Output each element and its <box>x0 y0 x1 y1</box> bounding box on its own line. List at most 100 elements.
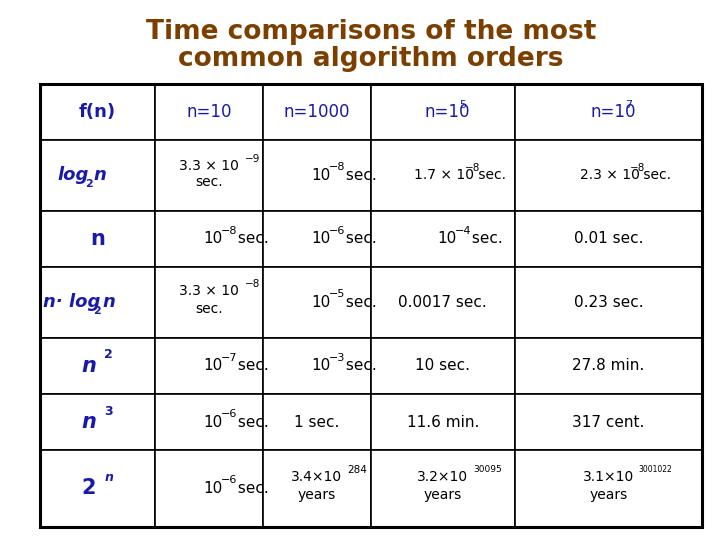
Bar <box>371 140 515 211</box>
Bar <box>515 450 702 526</box>
Text: 30095: 30095 <box>473 465 502 474</box>
Text: 3.3 × 10: 3.3 × 10 <box>179 285 239 299</box>
Text: n: n <box>102 293 115 311</box>
Text: 2: 2 <box>85 179 93 189</box>
Bar <box>155 84 263 140</box>
Bar <box>263 450 371 526</box>
Text: sec.: sec. <box>233 231 269 246</box>
Text: log: log <box>58 166 89 184</box>
Text: sec.: sec. <box>195 302 222 316</box>
Bar <box>40 394 155 450</box>
Bar <box>155 338 263 394</box>
Bar <box>515 140 702 211</box>
Bar <box>155 211 263 267</box>
Text: 3.3 × 10: 3.3 × 10 <box>179 159 239 173</box>
Text: 3.4×10: 3.4×10 <box>291 470 343 483</box>
Text: 27.8 min.: 27.8 min. <box>572 358 644 373</box>
Bar <box>371 450 515 526</box>
Bar <box>263 140 371 211</box>
Bar <box>40 338 155 394</box>
Text: sec.: sec. <box>233 481 269 496</box>
Text: 10: 10 <box>438 231 456 246</box>
Text: years: years <box>297 488 336 502</box>
Bar <box>40 84 155 140</box>
Text: years: years <box>423 488 462 502</box>
Text: 11.6 min.: 11.6 min. <box>407 415 479 430</box>
Bar <box>263 84 371 140</box>
Text: common algorithm orders: common algorithm orders <box>178 46 564 72</box>
Bar <box>155 394 263 450</box>
Text: n: n <box>81 356 96 376</box>
Text: n· log: n· log <box>43 293 101 311</box>
Text: −4: −4 <box>454 226 471 236</box>
Bar <box>40 211 155 267</box>
Text: 1 sec.: 1 sec. <box>294 415 340 430</box>
Text: 3001022: 3001022 <box>639 465 672 474</box>
Text: 284: 284 <box>347 464 367 475</box>
Text: n=10: n=10 <box>590 103 636 121</box>
Text: 2.3 × 10: 2.3 × 10 <box>580 168 639 183</box>
Bar <box>515 211 702 267</box>
Text: 5: 5 <box>459 100 467 110</box>
Text: n=10: n=10 <box>425 103 470 121</box>
Text: 7: 7 <box>625 100 632 110</box>
Bar <box>371 84 515 140</box>
Text: n: n <box>90 229 104 249</box>
Text: sec.: sec. <box>233 358 269 373</box>
Bar <box>155 140 263 211</box>
Text: −8: −8 <box>220 226 237 236</box>
Bar <box>40 267 155 338</box>
Text: Time comparisons of the most: Time comparisons of the most <box>145 19 596 45</box>
Text: −8: −8 <box>630 163 645 173</box>
Text: 0.01 sec.: 0.01 sec. <box>574 231 643 246</box>
Text: sec.: sec. <box>341 295 377 310</box>
Text: −6: −6 <box>220 409 237 419</box>
Text: sec.: sec. <box>341 168 377 183</box>
Text: n=10: n=10 <box>186 103 232 121</box>
Bar <box>371 211 515 267</box>
Text: −8: −8 <box>328 162 345 172</box>
Bar <box>263 394 371 450</box>
Text: sec.: sec. <box>341 231 377 246</box>
Bar <box>155 267 263 338</box>
Text: 10: 10 <box>203 358 222 373</box>
Text: 3.2×10: 3.2×10 <box>417 470 469 483</box>
Text: years: years <box>589 488 628 502</box>
Text: n: n <box>104 471 113 484</box>
Bar <box>40 84 702 526</box>
Text: sec.: sec. <box>195 176 222 190</box>
Text: sec.: sec. <box>341 358 377 373</box>
Text: −5: −5 <box>328 289 345 299</box>
Text: sec.: sec. <box>233 415 269 430</box>
Bar <box>371 394 515 450</box>
Text: −7: −7 <box>220 353 237 363</box>
Text: sec.: sec. <box>639 168 671 183</box>
Text: −8: −8 <box>245 280 260 289</box>
Text: −6: −6 <box>328 226 345 236</box>
Text: 10: 10 <box>311 295 330 310</box>
Text: −3: −3 <box>328 353 345 363</box>
Text: 10: 10 <box>203 481 222 496</box>
Text: 10: 10 <box>203 415 222 430</box>
Text: 10: 10 <box>311 358 330 373</box>
Text: 3: 3 <box>104 405 113 418</box>
Bar <box>371 267 515 338</box>
Bar <box>515 84 702 140</box>
Text: −9: −9 <box>245 153 260 164</box>
Text: f(n): f(n) <box>78 103 116 121</box>
Text: n: n <box>81 412 96 432</box>
Text: 10: 10 <box>311 168 330 183</box>
Text: 317 cent.: 317 cent. <box>572 415 644 430</box>
Text: 0.23 sec.: 0.23 sec. <box>574 295 643 310</box>
Bar <box>40 140 155 211</box>
Bar <box>155 450 263 526</box>
Text: 2: 2 <box>81 478 96 498</box>
Text: 2: 2 <box>94 306 102 316</box>
Text: 3.1×10: 3.1×10 <box>582 470 634 483</box>
Text: 0.0017 sec.: 0.0017 sec. <box>398 295 487 310</box>
Text: 10: 10 <box>203 231 222 246</box>
Text: −8: −8 <box>464 163 480 173</box>
Text: sec.: sec. <box>467 231 503 246</box>
Bar <box>40 450 155 526</box>
Text: n=1000: n=1000 <box>284 103 350 121</box>
